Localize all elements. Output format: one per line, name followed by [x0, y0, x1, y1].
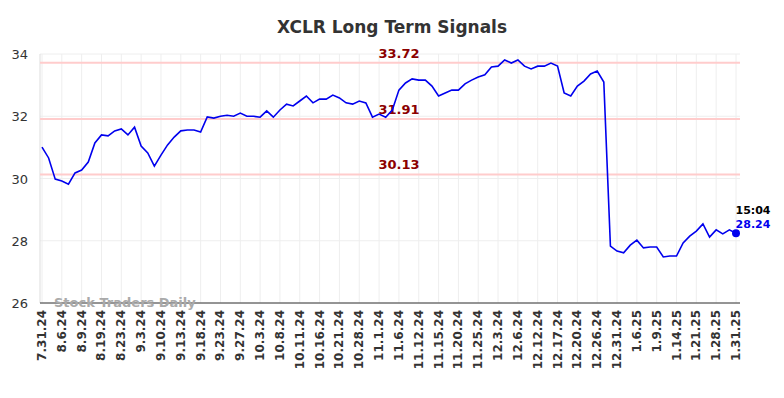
y-axis — [40, 54, 41, 303]
time-label: 15:04 — [735, 204, 770, 217]
chart: XCLR Long Term Signals 26 28 30 32 34 33.72 31.… — [0, 0, 784, 398]
x-tick-label: 11.15.24 — [432, 310, 446, 369]
reference-line — [40, 62, 740, 64]
last-value-label: 28.24 — [736, 218, 771, 231]
y-tick-label: 34 — [11, 47, 28, 62]
x-tick-label: 11.1.24 — [372, 310, 386, 361]
y-tick-label: 32 — [11, 109, 28, 124]
y-tick-label: 30 — [11, 172, 28, 187]
x-tick-label: 9.18.24 — [194, 310, 208, 361]
x-tick-label: 10.16.24 — [313, 310, 327, 369]
x-tick-label: 8.6.24 — [55, 310, 69, 353]
price-line — [42, 60, 736, 257]
x-tick-label: 12.6.24 — [511, 310, 525, 361]
x-tick-label: 9.27.24 — [233, 310, 247, 361]
title: XCLR Long Term Signals — [277, 17, 507, 37]
x-tick-label: 1.31.25 — [729, 310, 743, 361]
x-tick-label: 12.12.24 — [531, 310, 545, 369]
y-grid — [40, 178, 740, 179]
x-tick-label: 7.31.24 — [35, 310, 49, 361]
x-tick-label: 10.28.24 — [352, 310, 366, 369]
x-tick-label: 10.8.24 — [273, 310, 287, 361]
background — [0, 0, 784, 398]
x-tick-label: 1.21.25 — [689, 310, 703, 361]
y-tick-label: 26 — [11, 296, 28, 311]
reference-line — [40, 173, 740, 175]
reference-label: 31.91 — [378, 102, 419, 117]
x-tick-label: 9.10.24 — [154, 310, 168, 361]
y-tick-label: 28 — [11, 234, 28, 249]
x-tick-label: 1.9.25 — [650, 310, 664, 353]
x-tick-label: 9.13.24 — [174, 310, 188, 361]
x-tick-label: 11.12.24 — [412, 310, 426, 369]
x-tick-label: 8.19.24 — [94, 310, 108, 361]
watermark: Stock Traders Daily — [54, 295, 196, 310]
x-tick-label: 10.11.24 — [293, 310, 307, 369]
x-tick-label: 12.17.24 — [551, 310, 565, 369]
plot-group — [42, 60, 736, 257]
x-tick-label: 8.9.24 — [75, 310, 89, 353]
x-tick-label: 12.20.24 — [570, 310, 584, 369]
x-tick-label: 11.6.24 — [392, 310, 406, 361]
reference-line — [40, 118, 740, 120]
reference-label: 33.72 — [378, 46, 419, 61]
x-tick-label: 10.3.24 — [253, 310, 267, 361]
x-tick-label: 11.20.24 — [451, 310, 465, 369]
x-tick-label: 10.21.24 — [332, 310, 346, 369]
x-tick-label: 1.14.25 — [670, 310, 684, 361]
x-tick-label: 11.25.24 — [471, 310, 485, 369]
x-tick-label: 8.23.24 — [114, 310, 128, 361]
x-tick-label: 12.26.24 — [590, 310, 604, 369]
x-tick-label: 12.3.24 — [491, 310, 505, 361]
x-tick-label: 9.23.24 — [213, 310, 227, 361]
x-tick-label: 1.28.25 — [709, 310, 723, 361]
x-tick-label: 9.3.24 — [134, 310, 148, 353]
x-tick-label: 1.6.25 — [630, 310, 644, 353]
reference-label: 30.13 — [378, 157, 419, 172]
x-tick-label: 12.31.24 — [610, 310, 624, 369]
